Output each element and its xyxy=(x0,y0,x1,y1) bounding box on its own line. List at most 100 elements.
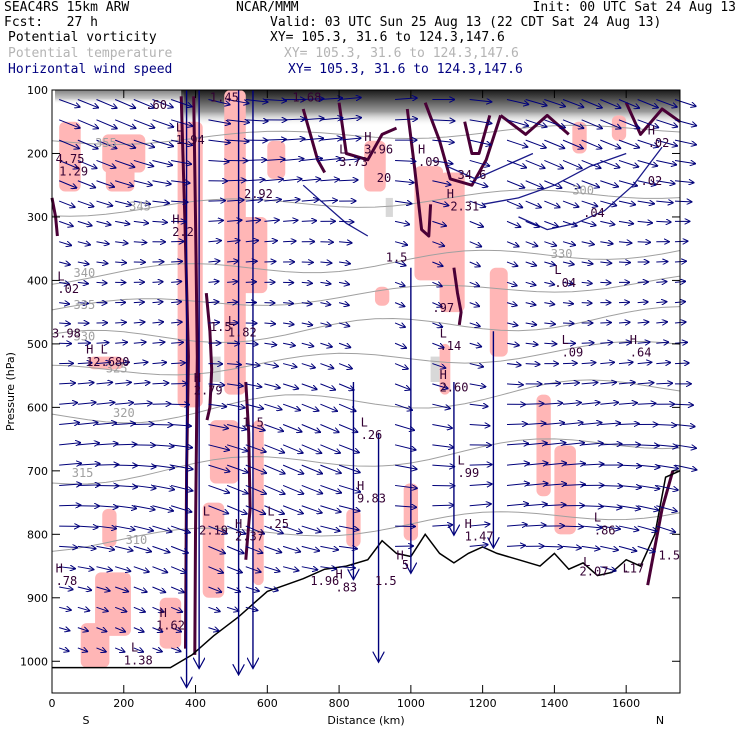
wind-vector xyxy=(152,362,166,363)
wind-vector xyxy=(656,425,676,426)
pv-label: 1.47 xyxy=(465,530,494,544)
wind-vector xyxy=(637,159,658,165)
wind-vector xyxy=(59,403,77,404)
wind-vector xyxy=(282,464,303,474)
wind-vector xyxy=(394,242,407,245)
wind-contour xyxy=(518,146,663,231)
wind-vector xyxy=(301,221,316,222)
pv-positive-area xyxy=(209,420,239,484)
wind-vector xyxy=(506,443,528,444)
wind-vector xyxy=(618,545,636,551)
theta-contour xyxy=(51,340,681,376)
pv-contour xyxy=(423,102,503,187)
wind-vector xyxy=(59,607,71,610)
pv-label: 3.96 xyxy=(364,142,393,156)
wind-vector xyxy=(469,303,479,307)
wind-vector xyxy=(618,362,633,363)
wind-vector xyxy=(656,363,670,364)
wind-vector xyxy=(656,221,670,222)
pv-contour xyxy=(463,114,492,155)
wind-vector xyxy=(115,382,131,384)
wind-vector xyxy=(562,220,577,226)
wind-vector xyxy=(283,241,295,242)
wind-vector xyxy=(77,587,91,590)
wind-vector xyxy=(320,505,340,512)
wind-vector xyxy=(264,364,277,367)
wind-vector xyxy=(264,220,278,221)
wind-vector xyxy=(208,119,230,124)
wind-vector xyxy=(469,545,488,547)
wind-vector xyxy=(656,505,676,512)
wind-vector xyxy=(115,506,136,509)
wind-vector xyxy=(77,423,98,425)
wind-vector xyxy=(544,505,565,506)
pv-label: .99 xyxy=(458,466,480,480)
wind-vector xyxy=(208,606,219,611)
wind-vector xyxy=(77,607,89,610)
wind-vector xyxy=(59,242,71,246)
wind-vector xyxy=(581,402,600,404)
wind-vector xyxy=(152,139,173,146)
wind-vector xyxy=(469,261,480,266)
wind-vector xyxy=(339,159,359,161)
wind-vector xyxy=(133,628,144,632)
wind-vector xyxy=(394,464,417,469)
pv-label: 2.92 xyxy=(244,187,273,201)
wind-vector xyxy=(469,384,486,387)
pv-label: H xyxy=(194,371,201,385)
pv-label: 2.60 xyxy=(440,381,469,395)
wind-vector xyxy=(432,241,444,246)
wind-vector xyxy=(432,505,453,506)
wind-vector xyxy=(506,463,529,465)
wind-vector xyxy=(283,343,295,345)
wind-vector xyxy=(208,241,220,242)
wind-vector xyxy=(637,302,648,303)
wind-vector xyxy=(525,262,536,266)
wind-vector xyxy=(171,261,182,262)
pv-label: L xyxy=(458,453,465,467)
pv-label: L xyxy=(339,142,346,156)
wind-vector xyxy=(320,323,330,326)
wind-vector xyxy=(637,383,654,384)
pv-contour xyxy=(301,108,327,174)
wind-vector xyxy=(581,200,598,206)
wind-vector xyxy=(170,566,186,573)
wind-vector xyxy=(600,159,619,167)
pv-label: 9.83 xyxy=(357,492,386,506)
wind-vector xyxy=(264,100,286,101)
wind-vector xyxy=(133,545,151,551)
pv-positive-area xyxy=(59,121,81,192)
wind-vectors xyxy=(58,90,696,687)
wind-vector xyxy=(338,323,349,326)
wind-vector xyxy=(338,282,349,284)
wind-vector xyxy=(264,424,283,432)
wind-vector xyxy=(226,607,238,611)
wind-vector xyxy=(264,343,276,345)
pv-label: .64 xyxy=(630,346,652,360)
wind-vector xyxy=(320,567,336,569)
pv-label: H xyxy=(357,479,364,493)
wind-vector xyxy=(264,545,281,552)
wind-vector xyxy=(432,180,450,185)
wind-vector xyxy=(59,99,79,107)
wind-vector xyxy=(562,119,583,128)
y-tick-label: 800 xyxy=(27,528,48,541)
pv-label: .83 xyxy=(335,580,357,594)
theta-label: 330 xyxy=(551,247,573,261)
pv-label: .04 xyxy=(583,206,605,220)
wind-vector xyxy=(96,586,109,591)
wind-vector xyxy=(674,363,689,364)
wind-vector xyxy=(171,445,192,448)
wind-vector xyxy=(77,546,96,548)
wind-vector xyxy=(59,383,75,384)
wind-vector xyxy=(432,323,442,327)
wind-vector xyxy=(171,342,183,343)
theta-label: 300 xyxy=(572,184,594,198)
wind-vector xyxy=(301,424,320,433)
center-label: NCAR/MMM xyxy=(236,0,299,15)
wind-vector xyxy=(338,363,352,369)
wind-vector xyxy=(152,606,163,612)
wind-vector xyxy=(600,262,611,263)
wind-vector xyxy=(581,242,594,245)
theta-contour xyxy=(51,306,681,343)
